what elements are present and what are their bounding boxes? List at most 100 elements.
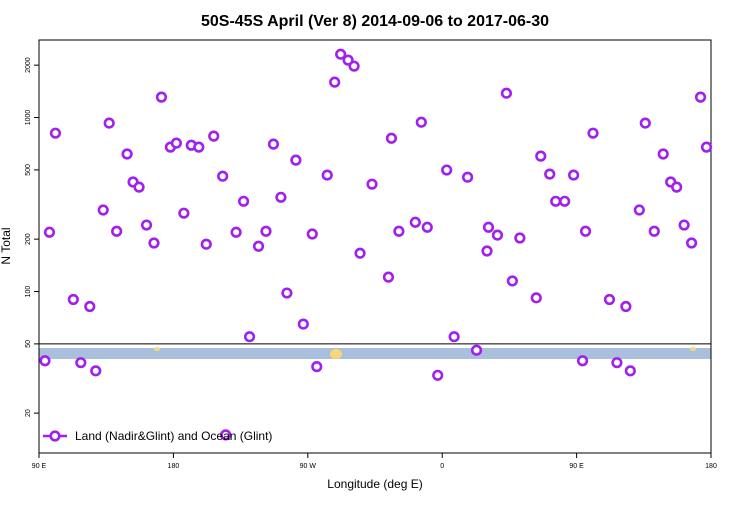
data-point — [237, 195, 250, 207]
data-point — [178, 207, 190, 219]
data-point — [482, 221, 495, 233]
data-point — [67, 293, 79, 306]
data-point — [685, 237, 698, 249]
data-point — [321, 169, 333, 181]
data-point — [148, 237, 160, 249]
data-point — [193, 141, 205, 153]
data-point — [611, 357, 623, 369]
legend-marker — [49, 430, 61, 442]
data-point — [491, 229, 504, 241]
glint-marker — [330, 349, 342, 359]
x-tick-label: 90 E — [32, 463, 47, 470]
data-point — [97, 204, 109, 216]
data-point — [170, 137, 182, 149]
data-point — [461, 171, 474, 183]
data-point — [267, 138, 280, 150]
data-point — [481, 245, 493, 257]
data-point — [366, 178, 378, 190]
data-point — [75, 357, 87, 369]
data-point — [671, 181, 683, 193]
data-point — [648, 225, 660, 237]
data-point — [535, 150, 547, 162]
data-point — [217, 170, 229, 182]
data-point — [290, 154, 302, 166]
data-point — [576, 355, 589, 367]
data-point — [275, 191, 287, 203]
data-point — [103, 117, 115, 129]
data-point — [200, 238, 212, 250]
y-tick-label: 2000 — [25, 57, 32, 73]
data-point — [624, 365, 636, 377]
data-point — [230, 226, 242, 238]
y-tick-label: 100 — [25, 286, 32, 298]
plot-frame — [38, 39, 712, 454]
glint-marker — [690, 347, 696, 351]
data-point — [639, 117, 651, 129]
data-point — [694, 91, 707, 103]
data-point — [208, 130, 220, 142]
data-point — [409, 216, 421, 228]
data-point — [311, 361, 323, 373]
data-point — [700, 141, 713, 153]
data-point — [252, 240, 265, 252]
data-point — [155, 91, 168, 103]
data-point — [544, 168, 556, 180]
data-point — [559, 195, 571, 207]
data-point — [432, 369, 444, 381]
data-point — [243, 331, 256, 343]
data-point — [441, 164, 453, 176]
legend-label: Land (Nadir&Glint) and Ocean (Glint) — [75, 429, 272, 443]
data-point — [281, 287, 293, 299]
data-point — [421, 221, 433, 233]
data-point — [448, 331, 460, 343]
data-point — [603, 293, 616, 306]
ocean-band — [39, 348, 711, 359]
chart-title: 50S-45S April (Ver 8) 2014-09-06 to 2017… — [201, 13, 549, 30]
x-tick-label: 180 — [168, 463, 180, 470]
data-point — [393, 225, 405, 237]
data-point — [550, 195, 562, 207]
data-point — [382, 271, 395, 283]
data-point — [335, 48, 347, 60]
y-tick-label: 1000 — [25, 110, 32, 126]
data-point — [587, 127, 599, 139]
data-point — [500, 87, 513, 99]
data-point — [579, 225, 592, 237]
data-point — [133, 181, 145, 193]
data-point — [220, 429, 232, 441]
data-point — [470, 344, 483, 356]
y-tick-label: 500 — [25, 164, 32, 176]
data-point — [43, 226, 56, 238]
x-tick-label: 90 W — [300, 463, 317, 470]
glint-marker — [154, 347, 160, 351]
x-tick-label: 90 E — [569, 463, 584, 470]
data-point — [506, 275, 518, 287]
data-point — [90, 365, 102, 377]
data-point — [354, 247, 366, 259]
data-point — [657, 148, 669, 160]
y-tick-label: 20 — [25, 409, 32, 417]
y-tick-label: 200 — [25, 233, 32, 245]
data-point — [348, 60, 360, 72]
y-axis-label: N Total — [0, 227, 13, 264]
data-point — [49, 127, 62, 139]
x-tick-label: 180 — [705, 463, 717, 470]
y-tick-label: 50 — [25, 340, 32, 348]
x-axis-label: Longitude (deg E) — [327, 477, 422, 491]
data-point — [514, 232, 526, 244]
data-point — [678, 219, 690, 231]
data-point — [385, 132, 398, 144]
x-tick-label: 0 — [440, 463, 444, 470]
data-point — [620, 300, 632, 313]
data-point — [140, 219, 153, 231]
data-point — [568, 169, 580, 181]
data-point — [39, 355, 51, 367]
data-point — [84, 300, 96, 313]
data-point — [329, 76, 341, 88]
data-point — [415, 116, 427, 128]
data-point — [121, 148, 133, 160]
data-point — [111, 225, 123, 237]
data-point — [297, 318, 309, 330]
